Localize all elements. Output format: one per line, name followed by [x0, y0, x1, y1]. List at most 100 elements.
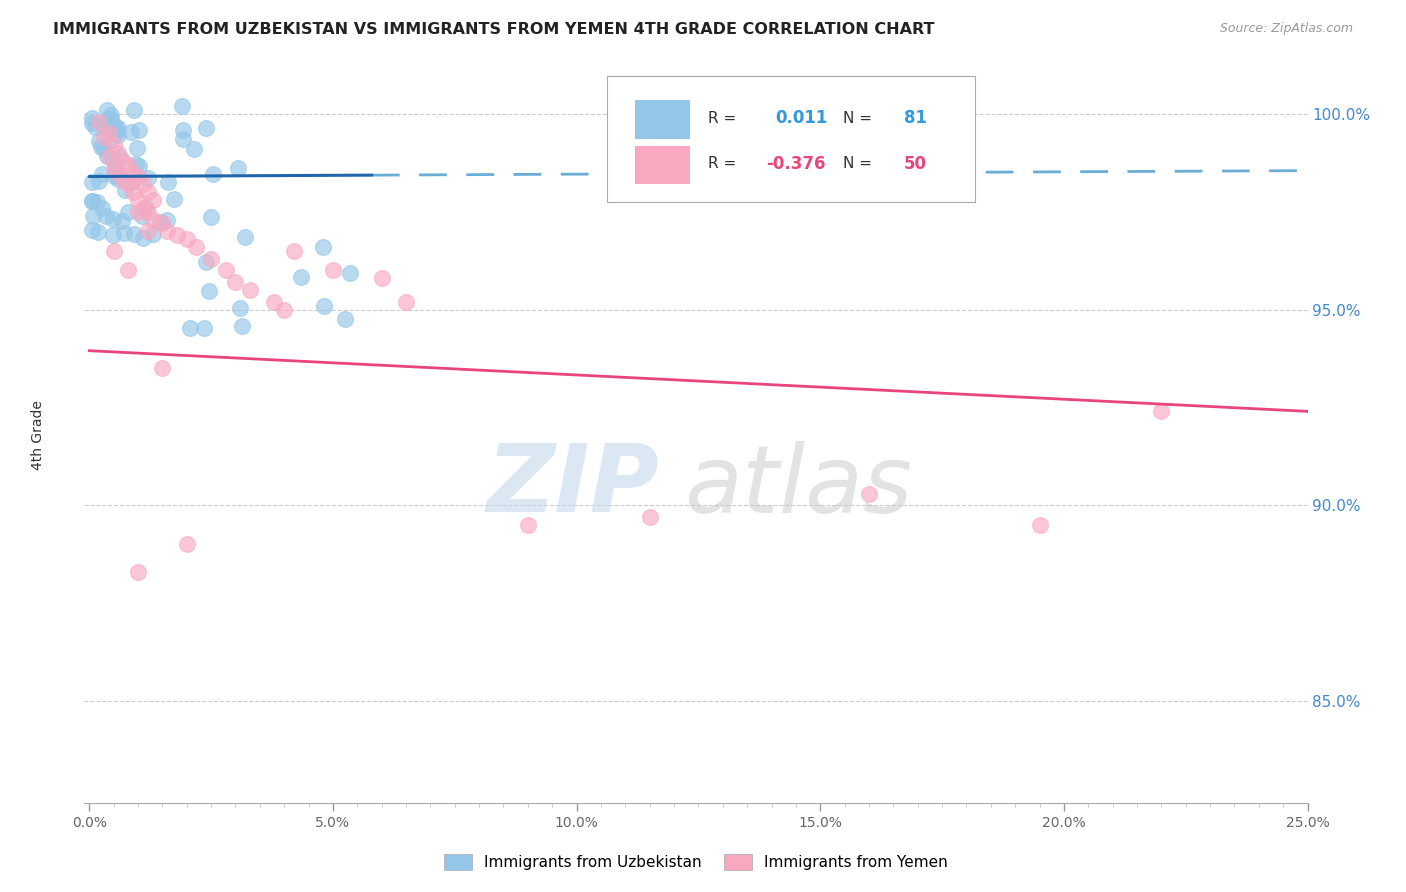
Point	[96, 209, 118, 223]
Point	[200, 210, 222, 224]
Point	[172, 132, 194, 146]
Point	[142, 212, 165, 227]
Text: ZIP: ZIP	[486, 441, 659, 533]
Point	[290, 270, 312, 285]
Point	[202, 167, 225, 181]
Text: IMMIGRANTS FROM UZBEKISTAN VS IMMIGRANTS FROM YEMEN 4TH GRADE CORRELATION CHART: IMMIGRANTS FROM UZBEKISTAN VS IMMIGRANTS…	[53, 22, 935, 37]
Point	[114, 183, 136, 197]
Point	[98, 123, 121, 137]
Point	[117, 263, 139, 277]
Point	[273, 302, 295, 317]
Point	[127, 565, 149, 579]
Point	[176, 232, 198, 246]
Point	[103, 244, 125, 258]
Point	[370, 271, 392, 285]
Point	[103, 227, 125, 242]
Point	[121, 175, 143, 189]
Point	[107, 128, 129, 142]
Point	[87, 134, 110, 148]
Point	[335, 312, 357, 326]
Point	[112, 153, 135, 168]
Point	[156, 213, 179, 227]
Point	[1028, 517, 1050, 532]
Point	[136, 224, 159, 238]
Point	[117, 158, 139, 172]
Point	[93, 121, 115, 136]
Point	[122, 165, 145, 179]
Point	[183, 142, 205, 156]
Point	[122, 103, 145, 118]
Point	[339, 266, 361, 280]
Point	[103, 169, 125, 183]
Point	[89, 173, 111, 187]
Point	[156, 224, 179, 238]
Point	[101, 211, 124, 226]
Point	[132, 231, 155, 245]
Point	[90, 202, 112, 216]
Point	[82, 175, 104, 189]
Point	[638, 510, 661, 524]
Point	[110, 150, 132, 164]
Point	[93, 142, 115, 156]
Point	[97, 127, 120, 141]
FancyBboxPatch shape	[606, 76, 974, 202]
Point	[100, 107, 122, 121]
Text: R =: R =	[709, 156, 737, 171]
Text: 4th Grade: 4th Grade	[31, 400, 45, 470]
Text: Source: ZipAtlas.com: Source: ZipAtlas.com	[1219, 22, 1353, 36]
Text: N =: N =	[842, 111, 872, 126]
Text: N =: N =	[842, 156, 872, 171]
Point	[142, 193, 165, 207]
Point	[112, 226, 135, 240]
Point	[312, 299, 335, 313]
Point	[166, 228, 188, 243]
Point	[128, 159, 150, 173]
Point	[1150, 404, 1173, 418]
Point	[516, 517, 538, 532]
Point	[100, 112, 122, 126]
Point	[103, 138, 125, 153]
Point	[142, 227, 165, 241]
Point	[97, 150, 120, 164]
Point	[80, 222, 103, 236]
Point	[100, 126, 122, 140]
Point	[117, 205, 139, 219]
Point	[170, 98, 193, 112]
Point	[200, 252, 222, 266]
Point	[97, 112, 120, 127]
Point	[107, 165, 129, 179]
Point	[107, 146, 129, 161]
Point	[135, 201, 157, 215]
Point	[111, 214, 134, 228]
Point	[112, 173, 135, 187]
Point	[228, 301, 250, 315]
Point	[105, 126, 128, 140]
Point	[231, 318, 253, 333]
Point	[80, 194, 103, 209]
Point	[224, 275, 246, 289]
Point	[186, 240, 208, 254]
Point	[104, 158, 127, 172]
Point	[136, 204, 159, 219]
Point	[93, 130, 115, 145]
Point	[98, 134, 121, 148]
Bar	[636, 101, 690, 139]
Point	[215, 263, 238, 277]
Point	[90, 139, 112, 153]
Text: atlas: atlas	[683, 441, 912, 532]
Point	[150, 361, 173, 376]
Point	[124, 157, 146, 171]
Point	[87, 114, 110, 128]
Point	[105, 122, 128, 136]
Point	[233, 229, 256, 244]
Point	[82, 209, 104, 223]
Point	[156, 175, 179, 189]
Text: R =: R =	[709, 111, 737, 126]
Point	[395, 294, 418, 309]
Point	[263, 294, 285, 309]
Point	[120, 125, 142, 139]
Text: 0.011: 0.011	[776, 109, 828, 128]
Point	[194, 255, 217, 269]
Point	[108, 169, 131, 183]
Point	[82, 111, 104, 125]
